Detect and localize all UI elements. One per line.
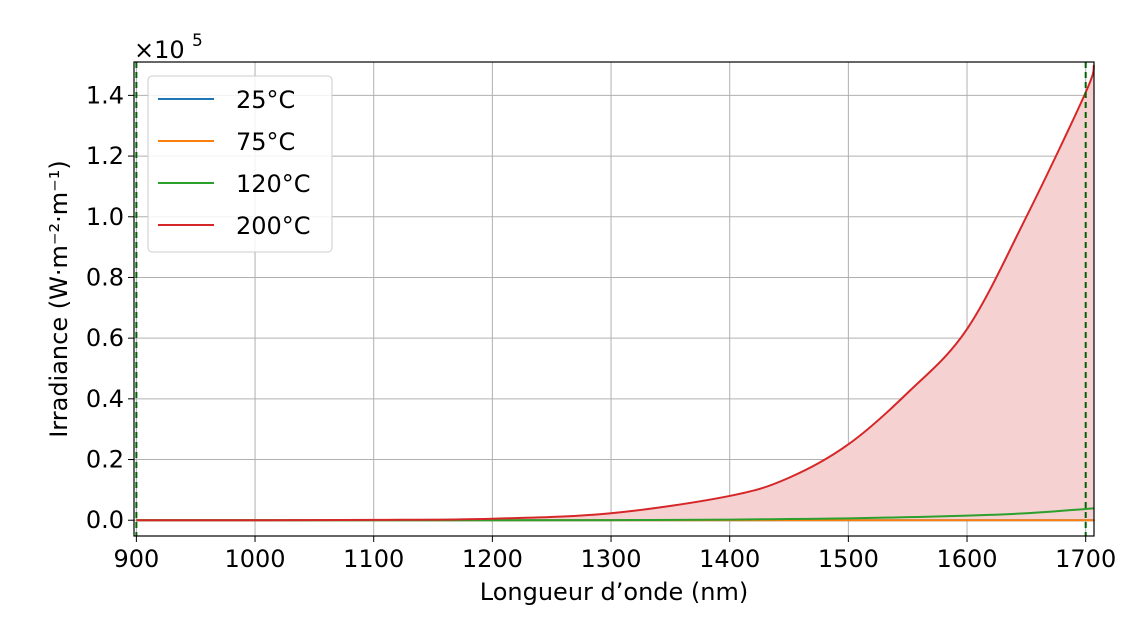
legend: 25°C 75°C 120°C 200°C — [147, 75, 333, 253]
x-ticks: 900 1000 1100 1200 1300 1400 1500 1600 1700 — [113, 536, 1116, 573]
legend-label: 25°C — [236, 86, 295, 114]
legend-items: 25°C 75°C 120°C 200°C — [158, 86, 311, 240]
x-tick-label: 1100 — [343, 545, 404, 573]
plot-frame — [133, 61, 1095, 537]
y-tick-label: 1.4 — [86, 81, 124, 109]
y-tick-label: 1.2 — [86, 142, 124, 170]
x-tick-label: 1200 — [462, 545, 523, 573]
bounds-lines — [135, 62, 1087, 536]
legend-box — [147, 75, 333, 253]
y-tick-label: 0.6 — [86, 324, 124, 352]
y-tick-label: 0.0 — [86, 506, 124, 534]
x-tick-label: 1000 — [224, 545, 285, 573]
x-tick-label: 900 — [113, 545, 159, 573]
x-tick-label: 1600 — [936, 545, 997, 573]
legend-label: 200°C — [236, 212, 311, 240]
legend-label: 75°C — [236, 128, 295, 156]
y-scale-exponent: 5 — [192, 31, 203, 51]
y-tick-label: 0.2 — [86, 446, 124, 474]
x-tick-label: 1300 — [580, 545, 641, 573]
y-scale-prefix: ×10 — [134, 36, 185, 64]
series-fill-200°C — [136, 65, 1095, 521]
y-tick-label: 0.4 — [86, 385, 124, 413]
x-tick-label: 1500 — [818, 545, 879, 573]
y-tick-label: 0.8 — [86, 263, 124, 291]
series-layer — [136, 64, 1095, 522]
y-axis-label: Irradiance (W·m⁻²·m⁻¹) — [45, 160, 73, 438]
legend-label: 120°C — [236, 170, 311, 198]
y-tick-label: 1.0 — [86, 203, 124, 231]
x-axis-label: Longueur d’onde (nm) — [480, 578, 748, 606]
x-tick-label: 1400 — [699, 545, 760, 573]
area-fill-layer — [136, 65, 1095, 521]
series-line-200°C — [136, 64, 1095, 522]
y-ticks: 0.0 0.2 0.4 0.6 0.8 1.0 1.2 1.4 — [86, 81, 134, 534]
x-tick-label: 1700 — [1055, 545, 1116, 573]
